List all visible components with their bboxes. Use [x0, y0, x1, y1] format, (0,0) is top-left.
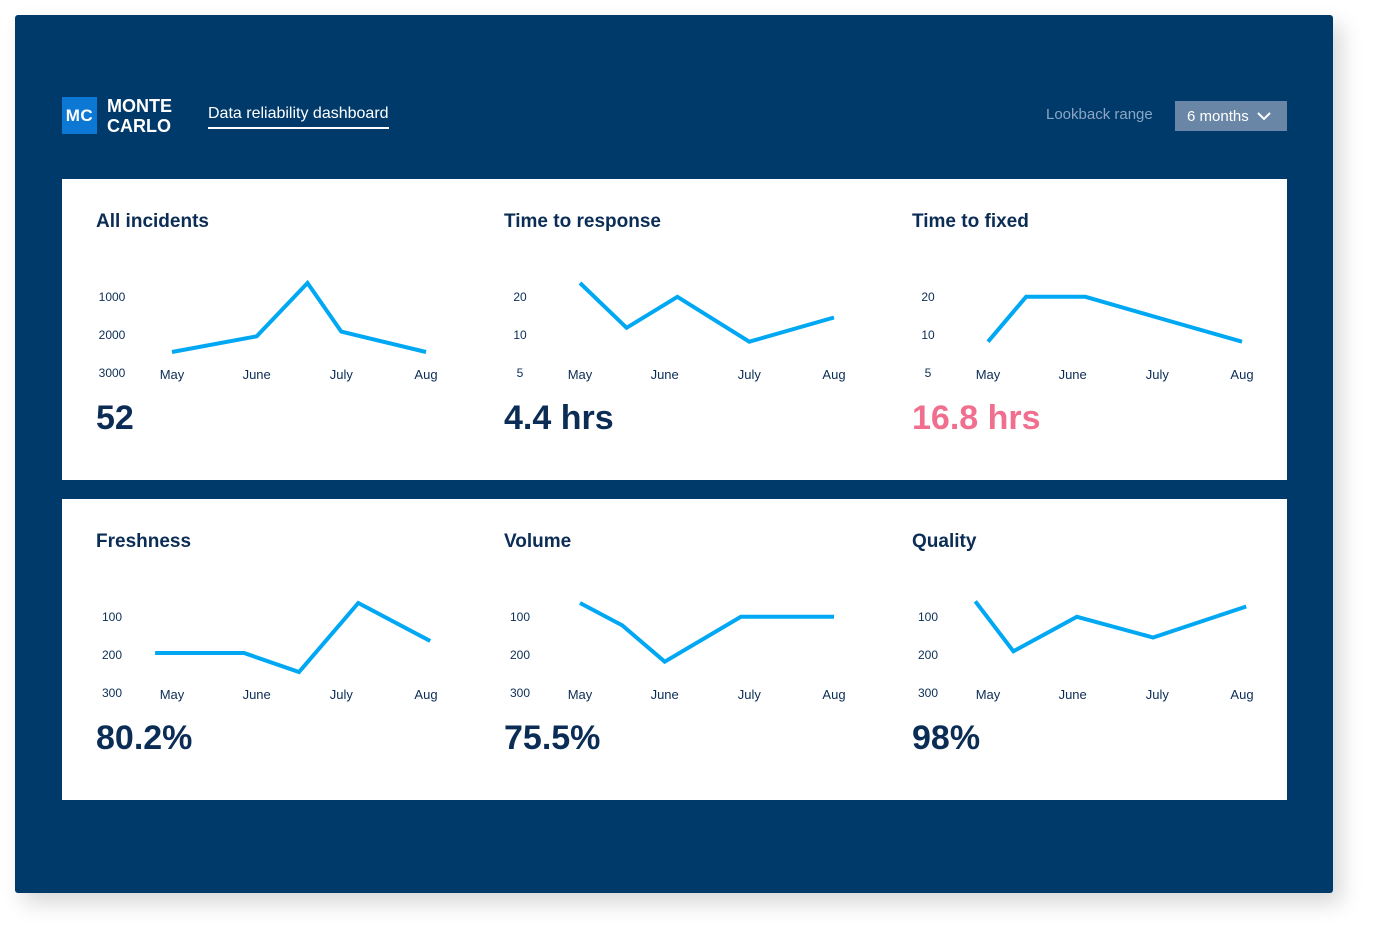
y-tick-label: 2000 — [99, 328, 126, 342]
x-tick-label: June — [1059, 687, 1087, 702]
x-tick-label: Aug — [822, 687, 845, 702]
x-tick-label: July — [1146, 367, 1170, 382]
card-time-to-response: Time to response 20 10 5 May June July Aug 4.4 h… — [470, 179, 878, 480]
logo-line-2: CARLO — [107, 116, 171, 136]
x-tick-label: June — [1059, 367, 1087, 382]
nav-link-data-reliability[interactable]: Data reliability dashboard — [208, 105, 389, 129]
metric-value: 16.8 hrs — [912, 399, 1041, 437]
line-chart: 1000 2000 3000 May June July Aug — [99, 279, 438, 382]
x-tick-label: July — [738, 367, 762, 382]
x-tick-label: July — [738, 687, 762, 702]
logo-mark: MC — [62, 97, 97, 134]
x-tick-label: July — [330, 687, 354, 702]
card-title: Quality — [912, 531, 977, 552]
y-tick-label: 300 — [918, 686, 938, 700]
series-line — [171, 279, 427, 354]
y-tick-label: 200 — [102, 648, 122, 662]
card-all-incidents: All incidents 1000 2000 3000 May June July Aug 5… — [62, 179, 470, 480]
line-chart: 100 200 300 May June July Aug — [918, 600, 1254, 702]
y-tick-label: 100 — [102, 610, 122, 624]
x-tick-label: May — [976, 367, 1001, 382]
logo-wordmark: MONTE CARLO — [107, 96, 172, 136]
x-tick-label: Aug — [1230, 367, 1253, 382]
x-tick-label: June — [243, 687, 271, 702]
metric-value: 80.2% — [96, 719, 193, 757]
x-tick-label: Aug — [414, 687, 437, 702]
x-tick-label: Aug — [414, 367, 437, 382]
line-chart: 20 10 5 May June July Aug — [513, 281, 846, 382]
y-tick-label: 10 — [921, 328, 935, 342]
metrics-panel-quality: Freshness 100 200 300 May June July Aug 80.2% Vo… — [62, 499, 1287, 800]
line-chart: 20 10 5 May June July Aug — [921, 290, 1253, 382]
metric-value: 4.4 hrs — [504, 399, 614, 437]
lookback-label: Lookback range — [1046, 106, 1153, 123]
series-line — [579, 601, 834, 665]
card-title: Volume — [504, 531, 572, 552]
y-tick-label: 200 — [918, 648, 938, 662]
series-line — [986, 294, 1243, 344]
card-freshness: Freshness 100 200 300 May June July Aug 80.2% — [62, 499, 470, 800]
series-line — [578, 281, 835, 344]
lookback-value: 6 months — [1187, 107, 1249, 125]
y-tick-label: 100 — [918, 610, 938, 624]
card-title: Freshness — [96, 531, 192, 552]
y-tick-label: 300 — [102, 686, 122, 700]
metrics-panel-incidents: All incidents 1000 2000 3000 May June July Aug 5… — [62, 179, 1287, 480]
x-tick-label: Aug — [822, 367, 845, 382]
x-tick-label: July — [330, 367, 354, 382]
card-quality: Quality 100 200 300 May June July Aug 98% — [878, 499, 1286, 800]
metric-value: 52 — [96, 399, 134, 437]
metric-value: 98% — [912, 719, 981, 757]
card-volume: Volume 100 200 300 May June July Aug 75.5% — [470, 499, 878, 800]
y-tick-label: 5 — [517, 366, 524, 380]
x-tick-label: May — [160, 367, 185, 382]
line-chart: 100 200 300 May June July Aug — [510, 601, 846, 702]
card-title: Time to fixed — [912, 211, 1029, 232]
metric-value: 75.5% — [504, 719, 601, 757]
x-tick-label: May — [160, 687, 185, 702]
card-title: All incidents — [96, 211, 209, 232]
lookback-dropdown[interactable]: 6 months — [1175, 101, 1287, 131]
x-tick-label: May — [568, 687, 593, 702]
y-tick-label: 3000 — [99, 366, 126, 380]
chevron-down-icon — [1256, 108, 1271, 125]
y-tick-label: 20 — [513, 290, 527, 304]
y-tick-label: 20 — [921, 290, 935, 304]
y-tick-label: 1000 — [99, 290, 126, 304]
x-tick-label: June — [651, 687, 679, 702]
x-tick-label: June — [651, 367, 679, 382]
x-tick-label: May — [568, 367, 593, 382]
series-line — [973, 600, 1247, 654]
y-tick-label: 300 — [510, 686, 530, 700]
card-time-to-fixed: Time to fixed 20 10 5 May June July Aug 16.8 hrs — [878, 179, 1286, 480]
x-tick-label: Aug — [1230, 687, 1253, 702]
dashboard-frame: MC MONTE CARLO Data reliability dashboar… — [15, 15, 1333, 893]
x-tick-label: July — [1146, 687, 1170, 702]
logo-line-1: MONTE — [107, 96, 172, 116]
x-tick-label: May — [976, 687, 1001, 702]
y-tick-label: 200 — [510, 648, 530, 662]
x-tick-label: June — [243, 367, 271, 382]
card-title: Time to response — [504, 211, 661, 232]
y-tick-label: 100 — [510, 610, 530, 624]
line-chart: 100 200 300 May June July Aug — [102, 600, 438, 702]
series-line — [155, 600, 432, 675]
y-tick-label: 5 — [925, 366, 932, 380]
y-tick-label: 10 — [513, 328, 527, 342]
